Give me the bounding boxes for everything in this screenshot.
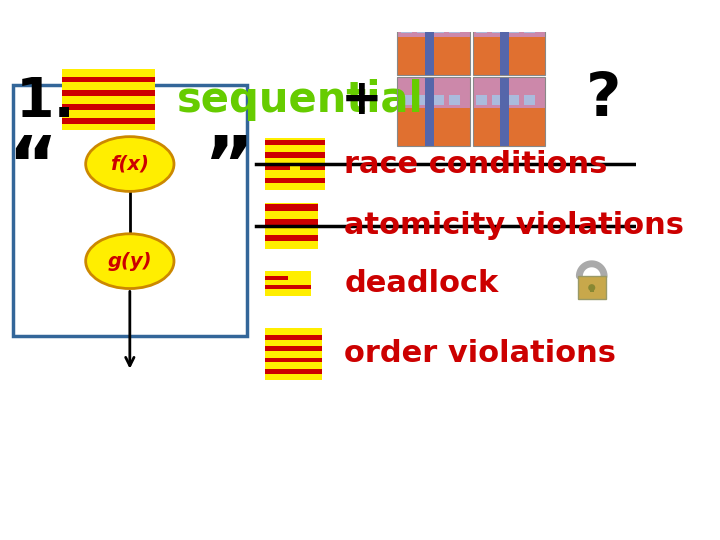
Bar <box>524 94 535 105</box>
Bar <box>425 109 433 146</box>
Text: f(x): f(x) <box>110 154 149 173</box>
Bar <box>265 285 311 289</box>
Bar <box>577 276 606 299</box>
Bar <box>265 235 318 241</box>
Ellipse shape <box>86 234 174 288</box>
Bar <box>449 23 460 33</box>
Bar <box>397 109 470 146</box>
Bar <box>500 109 509 146</box>
Bar <box>417 23 428 33</box>
Bar <box>397 6 470 75</box>
Bar <box>265 139 325 145</box>
Bar <box>265 271 311 295</box>
Text: atomicity violations: atomicity violations <box>344 211 685 240</box>
Bar <box>265 152 325 158</box>
Text: sequential: sequential <box>176 78 423 120</box>
Bar <box>401 94 412 105</box>
Bar <box>62 104 155 110</box>
Bar <box>62 77 155 83</box>
Ellipse shape <box>86 137 174 191</box>
Text: deadlock: deadlock <box>344 269 499 298</box>
Bar <box>472 6 545 75</box>
Bar <box>265 178 325 183</box>
Bar <box>13 85 247 336</box>
Bar <box>476 23 487 33</box>
Bar <box>417 94 428 105</box>
Bar <box>590 287 593 292</box>
Bar <box>425 77 433 109</box>
Bar <box>500 77 509 109</box>
Bar <box>397 77 470 109</box>
Text: race conditions: race conditions <box>344 150 608 179</box>
Bar <box>397 37 470 75</box>
Text: “: “ <box>8 133 58 207</box>
Bar <box>265 346 323 351</box>
Text: ”: ” <box>203 133 253 207</box>
Bar <box>397 77 470 146</box>
Bar <box>265 204 318 211</box>
Bar <box>472 37 545 75</box>
Bar <box>472 77 545 109</box>
Bar <box>265 219 318 226</box>
Bar <box>265 276 288 280</box>
Bar <box>62 90 155 96</box>
Bar <box>524 23 535 33</box>
Bar <box>425 37 433 75</box>
Bar <box>500 6 509 37</box>
Bar <box>265 138 325 190</box>
Bar <box>300 165 325 171</box>
Bar <box>265 203 318 249</box>
Bar <box>265 165 290 171</box>
Bar <box>62 118 155 124</box>
Bar <box>62 69 155 131</box>
Bar <box>508 23 519 33</box>
Bar <box>476 94 487 105</box>
Text: order violations: order violations <box>344 340 616 368</box>
Bar <box>265 328 323 380</box>
Bar <box>433 94 444 105</box>
Bar <box>401 23 412 33</box>
Bar <box>433 23 444 33</box>
Bar <box>397 6 470 37</box>
Bar <box>449 94 460 105</box>
Bar <box>500 37 509 75</box>
Ellipse shape <box>588 284 595 291</box>
Bar <box>492 23 503 33</box>
Bar <box>492 94 503 105</box>
Text: +: + <box>341 76 383 124</box>
Text: ?: ? <box>585 70 621 129</box>
Bar <box>472 109 545 146</box>
Bar <box>265 357 323 362</box>
Bar <box>472 77 545 146</box>
Bar <box>265 335 323 340</box>
Text: g(y): g(y) <box>107 252 152 271</box>
Bar <box>265 369 323 374</box>
Bar <box>472 6 545 37</box>
Bar <box>508 94 519 105</box>
Bar <box>425 6 433 37</box>
Text: 1.: 1. <box>16 75 76 129</box>
